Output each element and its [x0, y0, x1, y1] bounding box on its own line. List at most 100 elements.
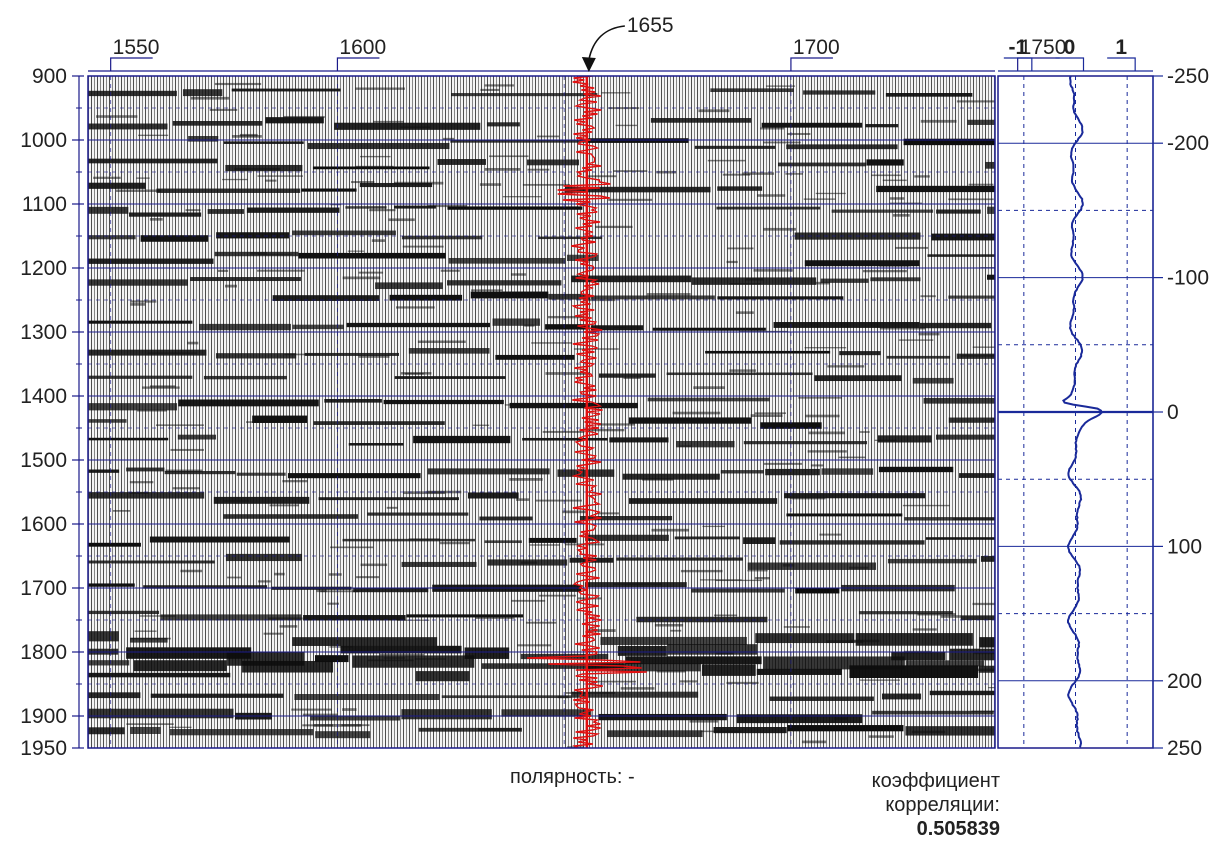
reflector-segment — [470, 291, 549, 299]
reflector-segment — [586, 663, 701, 672]
reflector-segment — [803, 90, 876, 95]
reflector-striation — [269, 504, 300, 507]
reflector-striation — [302, 713, 338, 716]
reflector-striation — [595, 225, 633, 229]
reflector-segment — [353, 588, 429, 593]
seismic-x-tick — [110, 57, 153, 71]
reflector-striation — [912, 628, 937, 631]
reflector-striation — [798, 397, 842, 399]
reflector-striation — [137, 409, 167, 412]
reflector-segment — [450, 139, 587, 143]
reflector-striation — [142, 386, 180, 389]
reflector-striation — [972, 602, 995, 606]
reflector-striation — [868, 735, 894, 738]
seismic-x-tick-label: 1550 — [113, 36, 160, 59]
reflector-striation — [753, 269, 793, 272]
reflector-segment — [545, 324, 589, 330]
reflector-segment — [936, 209, 981, 214]
reflector-striation — [971, 710, 995, 713]
reflector-segment — [713, 726, 787, 734]
reflector-segment — [213, 496, 310, 504]
reflector-striation — [722, 173, 751, 176]
reflector-segment — [636, 616, 768, 623]
reflector-striation — [679, 680, 698, 683]
reflector-segment — [877, 435, 932, 443]
reflector-striation — [527, 168, 550, 171]
reflector-segment — [716, 206, 821, 210]
reflector-striation — [917, 613, 957, 616]
reflector-striation — [396, 306, 435, 309]
reflector-striation — [810, 464, 824, 467]
reflector-segment — [242, 660, 334, 673]
reflector-segment — [586, 138, 689, 143]
reflector-segment — [571, 691, 699, 698]
reflector-striation — [439, 542, 470, 545]
reflector-striation — [358, 271, 384, 274]
reflector-segment — [985, 161, 995, 169]
reflector-segment — [178, 399, 319, 407]
reflector-striation — [561, 191, 574, 194]
reflector-segment — [406, 614, 524, 618]
correlation-y-tick-label: 250 — [1167, 737, 1202, 760]
reflector-striation — [475, 616, 514, 619]
reflector-striation — [355, 87, 405, 90]
correlation-y-tick-label: -200 — [1167, 132, 1209, 155]
reflector-segment — [919, 322, 992, 329]
reflector-striation — [328, 573, 342, 576]
trace-arrow-annotation: 1655 — [581, 14, 674, 72]
reflector-striation — [400, 372, 432, 375]
reflector-striation — [257, 175, 304, 177]
correlation-y-tick-label: 0 — [1167, 401, 1179, 424]
reflector-segment — [441, 695, 572, 699]
reflector-segment — [987, 206, 995, 214]
reflector-segment — [301, 188, 357, 192]
reflector-striation — [369, 209, 396, 212]
reflector-segment — [172, 120, 263, 126]
seismic-x-axis: 1550 1600 1700 1750 — [88, 36, 1066, 72]
reflector-segment — [495, 354, 575, 360]
reflector-segment — [481, 663, 625, 669]
reflector-segment — [585, 534, 669, 541]
reflector-segment — [756, 668, 842, 675]
reflector-segment — [447, 206, 583, 210]
reflector-segment — [986, 274, 995, 280]
correlation-x-tick — [1107, 57, 1136, 71]
reflector-segment — [304, 352, 399, 356]
reflector-striation — [613, 583, 662, 586]
reflector-striation — [379, 653, 425, 656]
reflector-segment — [88, 419, 127, 423]
reflector-segment — [394, 205, 436, 209]
reflector-striation — [815, 192, 846, 195]
reflector-segment — [359, 182, 433, 188]
reflector-striation — [956, 100, 995, 103]
reflector-striation — [136, 177, 150, 179]
reflector-segment — [88, 320, 193, 324]
reflector-segment — [548, 293, 590, 300]
reflector-segment — [401, 709, 492, 720]
reflector-striation — [898, 339, 934, 341]
reflector-segment — [949, 648, 995, 661]
reflector-segment — [904, 517, 995, 521]
reflector-segment — [701, 664, 756, 676]
reflector-segment — [784, 493, 926, 499]
reflector-segment — [334, 122, 481, 130]
reflector-striation — [531, 342, 573, 344]
seismic-y-tick-label: 1600 — [20, 513, 67, 536]
reflector-striation — [504, 404, 540, 406]
reflector-segment — [223, 141, 304, 144]
reflector-striation — [676, 417, 691, 421]
reflector-striation — [960, 354, 995, 357]
seismic-y-tick-label: 900 — [32, 65, 67, 88]
reflector-segment — [694, 145, 776, 149]
reflector-striation — [716, 652, 734, 655]
reflector-segment — [446, 280, 562, 286]
reflector-segment — [303, 615, 406, 621]
reflector-striation — [360, 563, 388, 567]
reflector-striation — [565, 692, 616, 694]
reflector-striation — [360, 155, 391, 158]
reflector-segment — [600, 636, 747, 646]
reflector-segment — [925, 537, 995, 540]
reflector-striation — [397, 619, 430, 621]
seismic-y-tick-label: 1200 — [20, 257, 67, 280]
